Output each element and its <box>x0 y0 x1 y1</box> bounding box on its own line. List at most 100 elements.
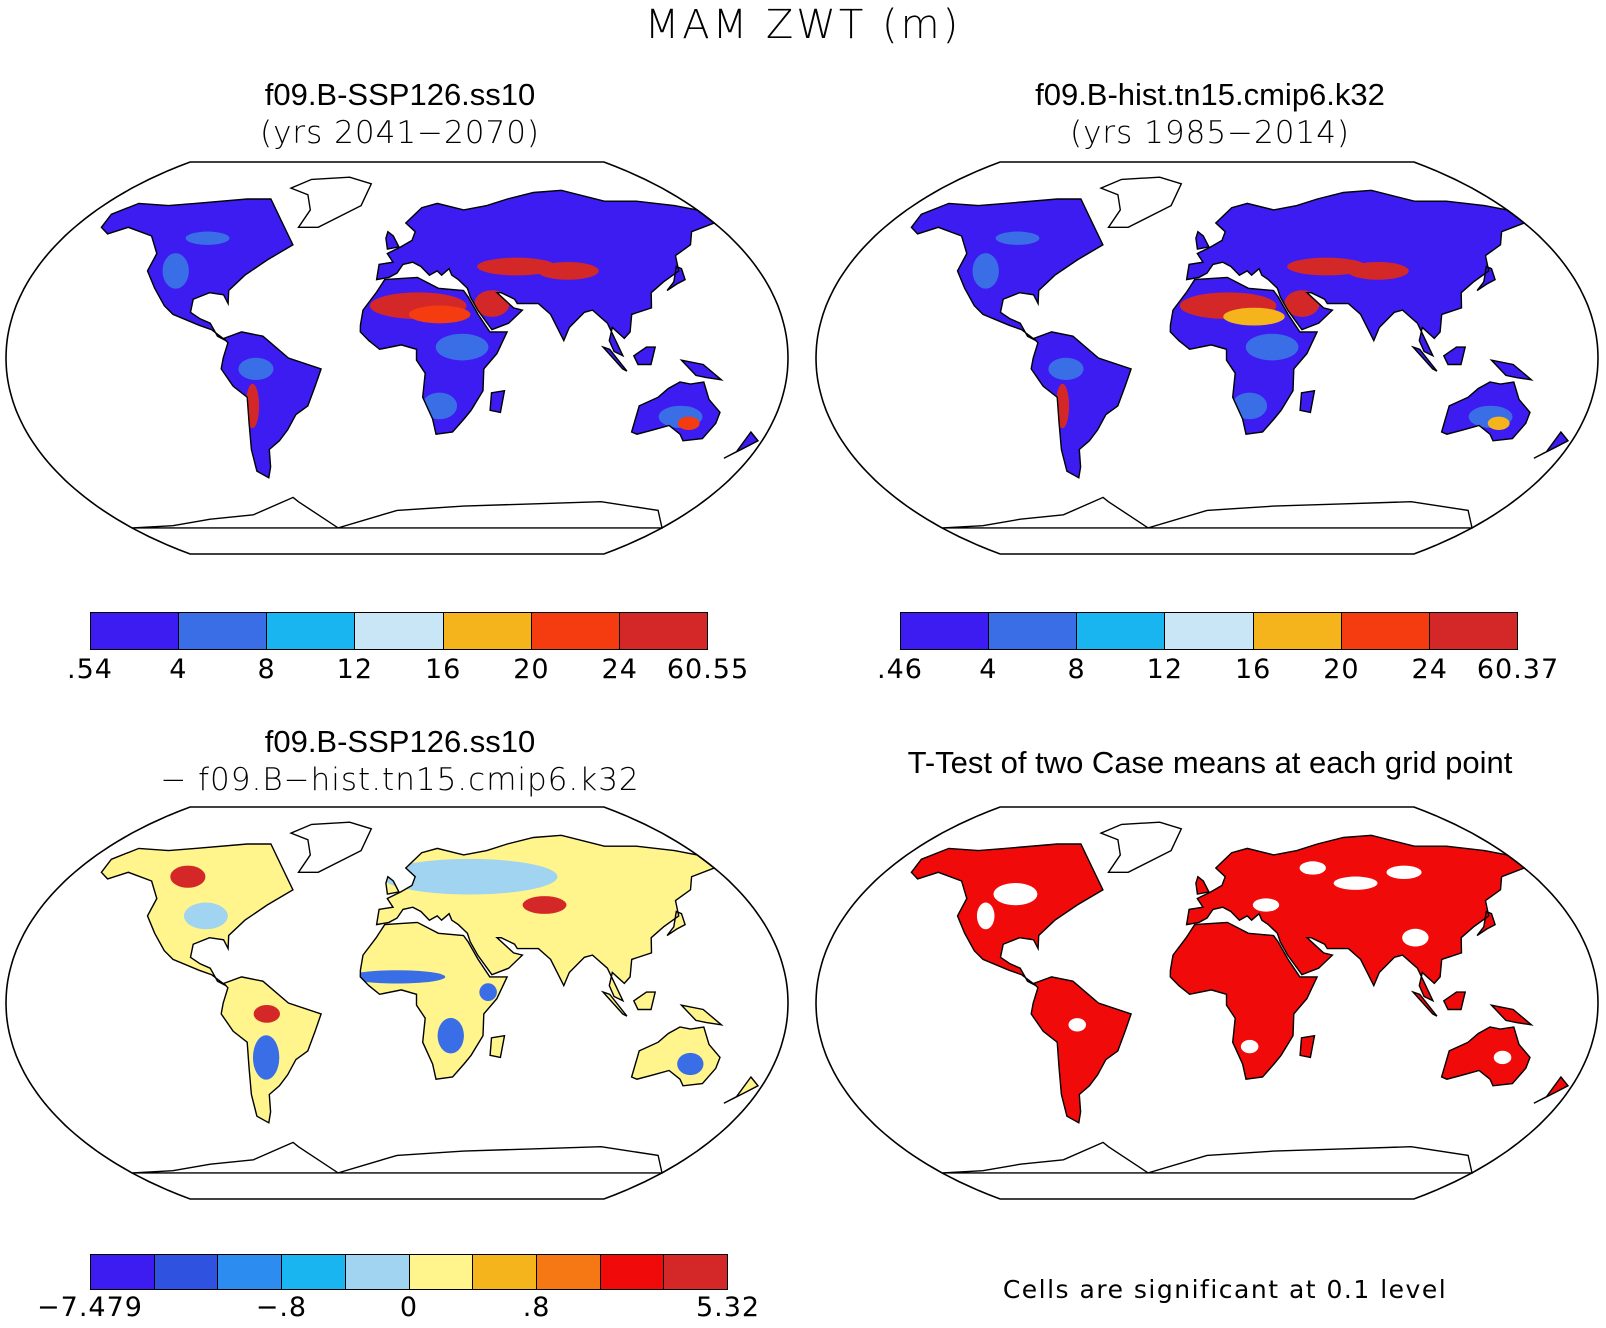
antarctica-fill <box>132 497 662 528</box>
colorbar-tick-label: 20 <box>1323 654 1360 685</box>
field-patch <box>1245 333 1299 361</box>
field-patch <box>1487 416 1510 431</box>
field-patch <box>479 983 497 1001</box>
colorbar-labels-future: .54 4 8 12 16 20 24 60.55 <box>67 654 748 690</box>
field-patch <box>972 253 999 289</box>
coastline-uk <box>385 875 400 895</box>
coastline-uk <box>1195 875 1210 895</box>
land-fill <box>101 177 758 528</box>
coastline-northAmerica <box>100 198 294 342</box>
colorbar-tick-label: 4 <box>169 654 188 685</box>
field-patch <box>1252 898 1280 912</box>
colorbar-tick-label: .8 <box>522 1292 551 1323</box>
coastline-sumatra <box>1410 990 1438 1017</box>
antarctica-fill <box>942 1142 1472 1173</box>
colorbar-swatch <box>531 613 620 649</box>
colorbar-tick-label: 8 <box>257 654 276 685</box>
coastline-newguinea <box>679 359 724 381</box>
colorbar-tick-label: −7.479 <box>37 1292 143 1323</box>
colorbar-swatch <box>91 613 180 649</box>
colorbar-swatch <box>91 1255 155 1289</box>
coastline-greenland <box>289 821 373 873</box>
colorbar-swatch <box>619 613 707 649</box>
colorbar-swatch <box>664 1255 728 1289</box>
colorbar-tick-label: 20 <box>513 654 550 685</box>
panel-title-line1: f09.B-SSP126.ss10 <box>264 77 536 112</box>
map-difference <box>5 806 789 1200</box>
land-base <box>101 822 758 1173</box>
coastline-borneo <box>632 991 657 1011</box>
coastline-africa <box>1169 276 1319 435</box>
field-patch <box>170 865 206 888</box>
field-patch <box>677 1052 704 1076</box>
coastline-africa <box>1169 921 1319 1080</box>
colorbar-tick-label: 60.37 <box>1476 654 1560 685</box>
field-patch <box>381 858 558 895</box>
coastline-borneo <box>632 346 657 366</box>
panel-title-future: f09.B-SSP126.ss10 (yrs 2041−2070) <box>10 76 790 152</box>
greenland-fill <box>291 177 372 228</box>
panel-title-line2: − f09.B−hist.tn15.cmip6.k32 <box>160 762 640 798</box>
panel-title-historical: f09.B-hist.tn15.cmip6.k32 (yrs 1985−2014… <box>820 76 1600 152</box>
field-patch <box>477 257 557 276</box>
coastline-greenland <box>1099 176 1183 228</box>
colorbar-tick-label: 12 <box>336 654 374 685</box>
colorbar-swatch <box>989 613 1078 649</box>
colorbar-swatch <box>345 1255 410 1289</box>
panel-title-line2: (yrs 1985−2014) <box>1069 115 1351 151</box>
coastline-madagascar <box>489 1034 506 1059</box>
coastline-southAmerica <box>220 976 322 1124</box>
coastline-japan <box>666 265 686 292</box>
colorbar-swatch <box>218 1255 283 1289</box>
field-patch <box>1347 262 1409 280</box>
colorbar-labels-difference: −7.479 −.8 0 .8 5.32 <box>37 1292 759 1328</box>
map-frame <box>815 161 1599 555</box>
field-patch <box>162 253 189 289</box>
panel-title-line2: (yrs 2041−2070) <box>259 115 541 151</box>
coastline-japan <box>666 910 686 937</box>
coastline-sumatra <box>600 345 628 372</box>
colorbar-swatch <box>409 1255 474 1289</box>
coastline-sumatra <box>1410 345 1438 372</box>
coastline-greenland <box>289 176 373 228</box>
coastline-madagascar <box>1299 389 1316 414</box>
coastline-nz <box>1533 1075 1570 1104</box>
coastline-sumatra <box>600 990 628 1017</box>
coastline-australia <box>630 381 721 442</box>
field-patch <box>183 902 228 930</box>
colorbar-tick-label: −.8 <box>255 1292 308 1323</box>
colorbar-historical <box>900 612 1518 650</box>
coastline-southAmerica <box>1030 331 1132 479</box>
significance-note: Cells are significant at 0.1 level <box>1002 1275 1448 1304</box>
coastline-nz <box>1533 430 1570 459</box>
figure-title: MAM ZWT (m) <box>644 2 962 48</box>
coastline-madagascar <box>1299 1034 1316 1059</box>
coastline-antarctica <box>941 1141 1473 1174</box>
field-patch <box>995 231 1040 245</box>
field-patch <box>348 970 446 984</box>
colorbar-tick-label: .46 <box>877 654 923 685</box>
coastline-uk <box>385 230 400 250</box>
field-patch <box>1386 865 1422 879</box>
coastline-australia <box>1440 381 1531 442</box>
coastline-newguinea <box>1489 1004 1534 1026</box>
antarctica-fill <box>132 1142 662 1173</box>
field-patch <box>522 896 567 914</box>
colorbar-tick-label: 60.55 <box>666 654 750 685</box>
land-base <box>911 177 1568 528</box>
coastline-antarctica <box>131 1141 663 1174</box>
colorbar-tick-label: 24 <box>1411 654 1448 685</box>
coastline-japan <box>1476 910 1496 937</box>
colorbar-swatch <box>355 613 444 649</box>
coastline-newguinea <box>679 1004 724 1026</box>
map-ttest <box>815 806 1599 1200</box>
colorbar-swatch <box>1429 613 1517 649</box>
coastline-southAmerica <box>1030 976 1132 1124</box>
colorbar-tick-label: .54 <box>67 654 113 685</box>
field-patch <box>1068 1018 1087 1032</box>
colorbar-swatch <box>1077 613 1166 649</box>
map-frame <box>5 806 789 1200</box>
colorbar-difference <box>90 1254 728 1290</box>
field-patch <box>1402 928 1429 947</box>
colorbar-swatch <box>1253 613 1342 649</box>
